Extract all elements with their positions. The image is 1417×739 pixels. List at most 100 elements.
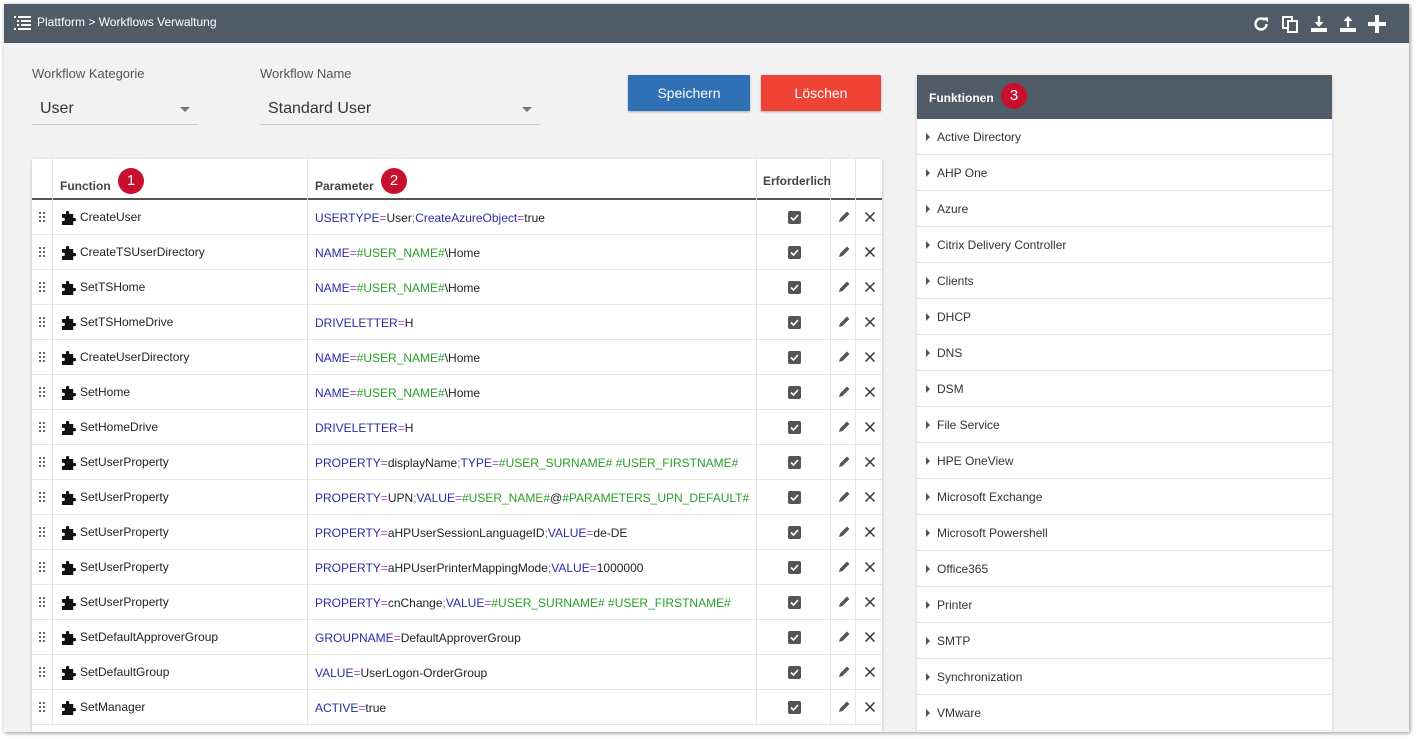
required-checkbox[interactable] — [788, 386, 801, 399]
function-category-item[interactable]: Microsoft Powershell — [917, 515, 1332, 551]
edit-pencil-icon[interactable] — [837, 420, 851, 434]
function-category-item[interactable]: Clients — [917, 263, 1332, 299]
download-icon[interactable] — [1309, 14, 1329, 34]
parameter-cell[interactable]: USERTYPE=User;CreateAzureObject=true — [315, 211, 545, 225]
edit-pencil-icon[interactable] — [837, 385, 851, 399]
drag-handle-icon[interactable] — [39, 422, 45, 433]
category-select[interactable]: User — [32, 93, 198, 125]
parameter-cell[interactable]: GROUPNAME=DefaultApproverGroup — [315, 631, 521, 645]
drag-handle-icon[interactable] — [39, 597, 45, 608]
drag-handle-icon[interactable] — [39, 457, 45, 468]
close-icon[interactable] — [863, 665, 877, 679]
required-checkbox[interactable] — [788, 526, 801, 539]
function-category-item[interactable]: SMTP — [917, 623, 1332, 659]
parameter-cell[interactable]: PROPERTY=aHPUserSessionLanguageID;VALUE=… — [315, 526, 627, 540]
upload-icon[interactable] — [1338, 14, 1358, 34]
table-row[interactable]: SetTSHome NAME=#USER_NAME#\Home — [32, 270, 882, 305]
copy-icon[interactable] — [1280, 14, 1300, 34]
edit-pencil-icon[interactable] — [837, 665, 851, 679]
table-row[interactable]: CreateTSUserDirectory NAME=#USER_NAME#\Ho… — [32, 235, 882, 270]
parameter-cell[interactable]: NAME=#USER_NAME#\Home — [315, 351, 480, 365]
table-row[interactable]: CreateUserDirectory NAME=#USER_NAME#\Home — [32, 340, 882, 375]
drag-handle-icon[interactable] — [39, 352, 45, 363]
function-category-item[interactable]: Active Directory — [917, 119, 1332, 155]
required-checkbox[interactable] — [788, 281, 801, 294]
parameter-cell[interactable]: PROPERTY=UPN;VALUE=#USER_NAME#@#PARAMETE… — [315, 491, 749, 505]
workflow-name-select[interactable]: Standard User — [260, 93, 540, 125]
table-row[interactable]: SetUserProperty PROPERTY=UPN;VALUE=#USER_… — [32, 480, 882, 515]
column-function[interactable]: Function 1 — [60, 159, 144, 200]
close-icon[interactable] — [863, 630, 877, 644]
edit-pencil-icon[interactable] — [837, 280, 851, 294]
edit-pencil-icon[interactable] — [837, 560, 851, 574]
close-icon[interactable] — [863, 490, 877, 504]
close-icon[interactable] — [863, 700, 877, 714]
function-category-item[interactable]: Synchronization — [917, 659, 1332, 695]
table-row[interactable]: SetUserProperty PROPERTY=aHPUserPrinterMa… — [32, 550, 882, 585]
delete-button[interactable]: Löschen — [761, 75, 881, 111]
drag-handle-icon[interactable] — [39, 527, 45, 538]
edit-pencil-icon[interactable] — [837, 210, 851, 224]
parameter-cell[interactable]: NAME=#USER_NAME#\Home — [315, 386, 480, 400]
function-category-item[interactable]: Office365 — [917, 551, 1332, 587]
function-category-item[interactable]: DSM — [917, 371, 1332, 407]
edit-pencil-icon[interactable] — [837, 350, 851, 364]
drag-handle-icon[interactable] — [39, 212, 45, 223]
function-category-item[interactable]: Azure — [917, 191, 1332, 227]
close-icon[interactable] — [863, 595, 877, 609]
function-category-item[interactable]: Citrix Delivery Controller — [917, 227, 1332, 263]
parameter-cell[interactable]: ACTIVE=true — [315, 701, 386, 715]
parameter-cell[interactable]: PROPERTY=aHPUserPrinterMappingMode;VALUE… — [315, 561, 643, 575]
parameter-cell[interactable]: PROPERTY=cnChange;VALUE=#USER_SURNAME# #… — [315, 596, 731, 610]
drag-handle-icon[interactable] — [39, 562, 45, 573]
drag-handle-icon[interactable] — [39, 702, 45, 713]
parameter-cell[interactable]: DRIVELETTER=H — [315, 316, 413, 330]
required-checkbox[interactable] — [788, 596, 801, 609]
parameter-cell[interactable]: NAME=#USER_NAME#\Home — [315, 246, 480, 260]
required-checkbox[interactable] — [788, 666, 801, 679]
column-parameter[interactable]: Parameter 2 — [315, 159, 408, 200]
required-checkbox[interactable] — [788, 421, 801, 434]
close-icon[interactable] — [863, 210, 877, 224]
refresh-icon[interactable] — [1251, 14, 1271, 34]
table-row[interactable]: SetDefaultApproverGroup GROUPNAME=Default… — [32, 620, 882, 655]
column-required[interactable]: Erforderlich — [763, 174, 832, 188]
save-button[interactable]: Speichern — [628, 75, 750, 111]
drag-handle-icon[interactable] — [39, 667, 45, 678]
edit-pencil-icon[interactable] — [837, 490, 851, 504]
edit-pencil-icon[interactable] — [837, 700, 851, 714]
close-icon[interactable] — [863, 315, 877, 329]
function-category-item[interactable]: File Service — [917, 407, 1332, 443]
required-checkbox[interactable] — [788, 316, 801, 329]
parameter-cell[interactable]: NAME=#USER_NAME#\Home — [315, 281, 480, 295]
edit-pencil-icon[interactable] — [837, 245, 851, 259]
table-row[interactable]: SetHomeDrive DRIVELETTER=H — [32, 410, 882, 445]
close-icon[interactable] — [863, 420, 877, 434]
close-icon[interactable] — [863, 455, 877, 469]
parameter-cell[interactable]: PROPERTY=displayName;TYPE=#USER_SURNAME#… — [315, 456, 738, 470]
table-row[interactable]: SetUserProperty PROPERTY=displayName;TYPE… — [32, 445, 882, 480]
edit-pencil-icon[interactable] — [837, 455, 851, 469]
function-category-item[interactable]: DNS — [917, 335, 1332, 371]
required-checkbox[interactable] — [788, 631, 801, 644]
required-checkbox[interactable] — [788, 211, 801, 224]
close-icon[interactable] — [863, 560, 877, 574]
edit-pencil-icon[interactable] — [837, 595, 851, 609]
function-category-item[interactable]: Microsoft Exchange — [917, 479, 1332, 515]
required-checkbox[interactable] — [788, 351, 801, 364]
table-row[interactable]: SetHome NAME=#USER_NAME#\Home — [32, 375, 882, 410]
table-row[interactable]: SetUserProperty PROPERTY=cnChange;VALUE=#… — [32, 585, 882, 620]
drag-handle-icon[interactable] — [39, 282, 45, 293]
drag-handle-icon[interactable] — [39, 632, 45, 643]
list-menu-icon[interactable] — [14, 15, 31, 31]
function-category-item[interactable]: Printer — [917, 587, 1332, 623]
required-checkbox[interactable] — [788, 701, 801, 714]
drag-handle-icon[interactable] — [39, 387, 45, 398]
drag-handle-icon[interactable] — [39, 247, 45, 258]
close-icon[interactable] — [863, 245, 877, 259]
table-row[interactable]: CreateUser USERTYPE=User;CreateAzureObjec… — [32, 200, 882, 235]
required-checkbox[interactable] — [788, 561, 801, 574]
parameter-cell[interactable]: DRIVELETTER=H — [315, 421, 413, 435]
close-icon[interactable] — [863, 350, 877, 364]
edit-pencil-icon[interactable] — [837, 315, 851, 329]
